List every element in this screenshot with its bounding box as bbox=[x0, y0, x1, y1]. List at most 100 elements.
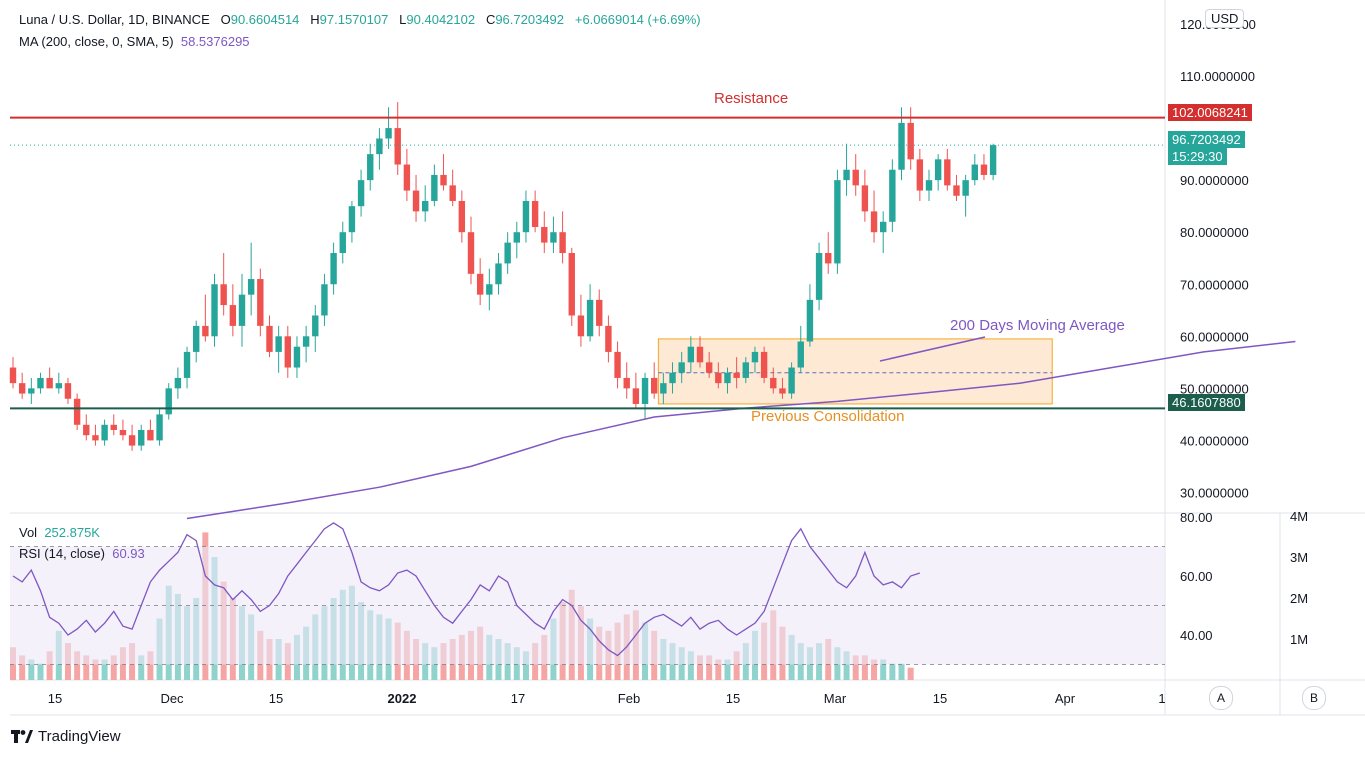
candle-body bbox=[147, 429, 154, 441]
candle-body bbox=[92, 435, 99, 441]
volume-bar bbox=[74, 651, 81, 680]
candle-body bbox=[73, 398, 81, 425]
time-tick-label: 17 bbox=[511, 691, 525, 706]
price-tick-label: 80.0000000 bbox=[1180, 225, 1249, 240]
candle-body bbox=[229, 305, 237, 326]
candle-body bbox=[339, 232, 346, 254]
candle-body bbox=[504, 242, 511, 264]
time-tick-label: 15 bbox=[933, 691, 947, 706]
axes: 30.0000000 40.0000000 50.0000000 60.0000000… bbox=[48, 17, 1308, 706]
volume-bar bbox=[147, 651, 154, 680]
vol-tick-label: 4M bbox=[1290, 509, 1308, 524]
candle-body bbox=[559, 232, 566, 254]
candle-body bbox=[440, 174, 447, 186]
time-tick-label: 1 bbox=[1158, 691, 1165, 706]
scale-b-button[interactable]: B bbox=[1302, 686, 1326, 710]
high-label: H bbox=[310, 12, 320, 27]
candles bbox=[9, 102, 997, 451]
consolidation-box bbox=[657, 338, 1053, 405]
volume-bar bbox=[46, 651, 53, 680]
candle-body bbox=[165, 388, 172, 415]
candle-body bbox=[825, 253, 832, 264]
volume-bar bbox=[706, 655, 713, 680]
low-value: 90.4042102 bbox=[406, 12, 476, 27]
candle-body bbox=[394, 128, 401, 165]
overlay-lines bbox=[10, 116, 1296, 520]
rsi-value: 60.93 bbox=[112, 546, 145, 561]
volume-bar bbox=[110, 655, 117, 680]
rsi-legend: RSI (14, close) 60.93 bbox=[19, 546, 145, 561]
currency-selector[interactable]: USD bbox=[1205, 9, 1245, 28]
close-value: 96.7203492 bbox=[495, 12, 565, 27]
candle-body bbox=[37, 377, 44, 389]
rsi-pane bbox=[10, 522, 1165, 665]
ma-label: MA (200, close, 0, SMA, 5) bbox=[19, 34, 174, 49]
candle-body bbox=[293, 346, 301, 368]
countdown-badge: 15:29:30 bbox=[1168, 148, 1227, 165]
candle-body bbox=[596, 299, 603, 326]
candle-body bbox=[531, 200, 539, 227]
candle-body bbox=[815, 253, 823, 300]
candle-body bbox=[357, 180, 365, 207]
branding-text: TradingView bbox=[38, 728, 121, 745]
tradingview-logo[interactable]: TradingView bbox=[11, 728, 121, 745]
volume-bar bbox=[522, 651, 529, 680]
volume-bar bbox=[889, 663, 896, 680]
candle-body bbox=[742, 362, 749, 378]
candle-body bbox=[403, 164, 411, 191]
volume-bar bbox=[687, 651, 694, 680]
vol-tick-label: 3M bbox=[1290, 550, 1308, 565]
close-label: C bbox=[485, 12, 496, 27]
ohlc-legend: Luna / U.S. Dollar, 1D, BINANCE O90.6604… bbox=[19, 12, 701, 27]
candle-body bbox=[348, 206, 356, 233]
candle-body bbox=[577, 315, 585, 337]
candle-body bbox=[302, 336, 310, 347]
volume-bar bbox=[733, 651, 740, 680]
last-price-badge: 96.7203492 bbox=[1168, 131, 1245, 148]
candle-body bbox=[495, 263, 502, 285]
candle-body bbox=[449, 185, 456, 201]
candle-body bbox=[880, 221, 887, 233]
candle-body bbox=[412, 190, 420, 212]
ma-annotation: 200 Days Moving Average bbox=[950, 317, 1125, 334]
scale-a-button[interactable]: A bbox=[1209, 686, 1233, 710]
candle-body bbox=[605, 325, 612, 352]
candle-body bbox=[989, 145, 997, 175]
consolidation-annotation: Previous Consolidation bbox=[751, 408, 904, 425]
rsi-tick-label: 40.00 bbox=[1180, 628, 1213, 643]
candle-body bbox=[312, 315, 319, 337]
candle-body bbox=[193, 325, 200, 352]
price-tick-label: 30.0000000 bbox=[1180, 485, 1249, 500]
candle-body bbox=[788, 367, 795, 394]
price-tick-label: 90.0000000 bbox=[1180, 173, 1249, 188]
price-pane bbox=[10, 5, 1165, 513]
candle-body bbox=[541, 226, 548, 243]
price-tick-label: 40.0000000 bbox=[1180, 433, 1249, 448]
candle-body bbox=[513, 232, 520, 243]
candle-body bbox=[834, 180, 841, 264]
volume-bar bbox=[83, 655, 90, 680]
candle-body bbox=[458, 200, 466, 233]
candle-body bbox=[953, 185, 960, 196]
candle-body bbox=[641, 377, 649, 404]
resistance-price-badge: 102.0068241 bbox=[1168, 104, 1252, 121]
candle-body bbox=[696, 346, 704, 363]
candle-body bbox=[898, 122, 905, 170]
candle-body bbox=[751, 351, 759, 363]
rsi-tick-label: 80.00 bbox=[1180, 510, 1213, 525]
vol-tick-label: 2M bbox=[1290, 591, 1308, 606]
candle-body bbox=[724, 372, 731, 384]
candle-body bbox=[422, 200, 429, 212]
time-tick-label: 15 bbox=[726, 691, 740, 706]
volume-bar bbox=[101, 659, 108, 680]
candle-body bbox=[9, 367, 17, 384]
vol-tick-label: 1M bbox=[1290, 632, 1308, 647]
candle-body bbox=[614, 351, 621, 378]
price-tick-label: 50.0000000 bbox=[1180, 381, 1249, 396]
candle-body bbox=[660, 383, 667, 394]
time-tick-label: 15 bbox=[48, 691, 62, 706]
candle-body bbox=[101, 424, 108, 441]
vol-legend: Vol 252.875K bbox=[19, 525, 100, 540]
candle-body bbox=[211, 284, 218, 337]
